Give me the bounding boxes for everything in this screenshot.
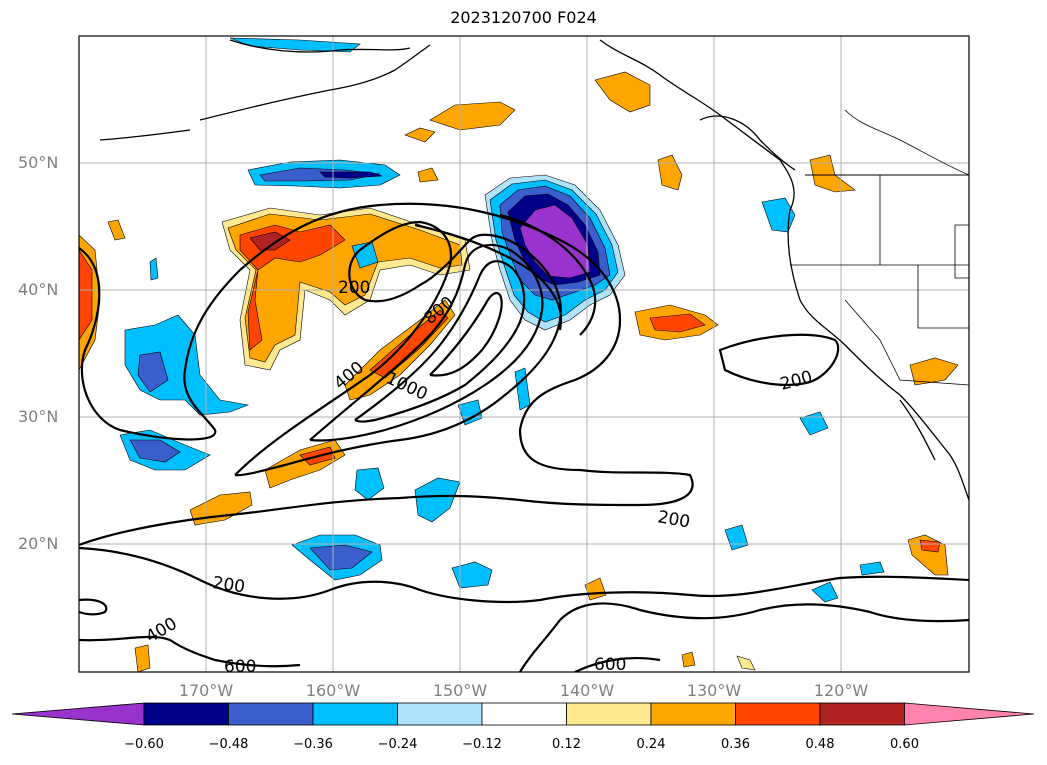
colorbar-bin <box>735 702 821 726</box>
colorbar-tick: 0.60 <box>890 737 919 752</box>
colorbar-bin <box>481 702 567 726</box>
colorbar-bin <box>566 702 652 726</box>
map-title: 2023120700 F024 <box>450 8 597 27</box>
lon-label-140w: 140°W <box>559 681 615 700</box>
colorbar-bin <box>312 702 398 726</box>
contour-label: 600 <box>224 657 256 677</box>
colorbar-bin <box>228 702 314 726</box>
colorbar-tick: −0.36 <box>293 737 333 752</box>
colorbar-tick: 0.36 <box>721 737 750 752</box>
colorbar <box>11 702 1035 726</box>
map-frame <box>78 35 970 673</box>
colorbar-tick: 0.48 <box>805 737 835 752</box>
colorbar-arrow-right <box>904 702 1035 726</box>
colorbar-bin <box>397 702 483 726</box>
lat-label-40n: 40°N <box>18 280 59 299</box>
lat-label-50n: 50°N <box>18 153 59 172</box>
colorbar-tick: −0.12 <box>462 737 502 752</box>
shaded-anomalies <box>79 37 959 672</box>
lon-label-150w: 150°W <box>432 681 488 700</box>
contour-label: 200 <box>211 573 246 597</box>
lon-label-130w: 130°W <box>686 681 742 700</box>
colorbar-bin <box>650 702 736 726</box>
colorbar-tick: 0.24 <box>636 737 666 752</box>
colorbar-arrow-left <box>11 702 145 726</box>
lon-label-160w: 160°W <box>305 681 361 700</box>
colorbar-tick: 0.12 <box>552 737 581 752</box>
lon-label-170w: 170°W <box>178 681 234 700</box>
lat-label-20n: 20°N <box>18 534 59 553</box>
contour-label: 600 <box>594 655 626 675</box>
height-contours <box>79 202 969 672</box>
lon-label-120w: 120°W <box>813 681 869 700</box>
map-content: 200 800 400 1000 200 200 200 400 600 600 <box>79 36 969 677</box>
colorbar-tick: −0.24 <box>377 737 418 752</box>
colorbar-tick: −0.48 <box>208 737 249 752</box>
colorbar-tick: −0.60 <box>124 737 164 752</box>
lat-label-30n: 30°N <box>18 407 59 426</box>
colorbar-bin <box>143 702 229 726</box>
colorbar-bin <box>819 702 905 726</box>
coastlines <box>99 39 969 501</box>
contour-label: 200 <box>338 278 370 298</box>
